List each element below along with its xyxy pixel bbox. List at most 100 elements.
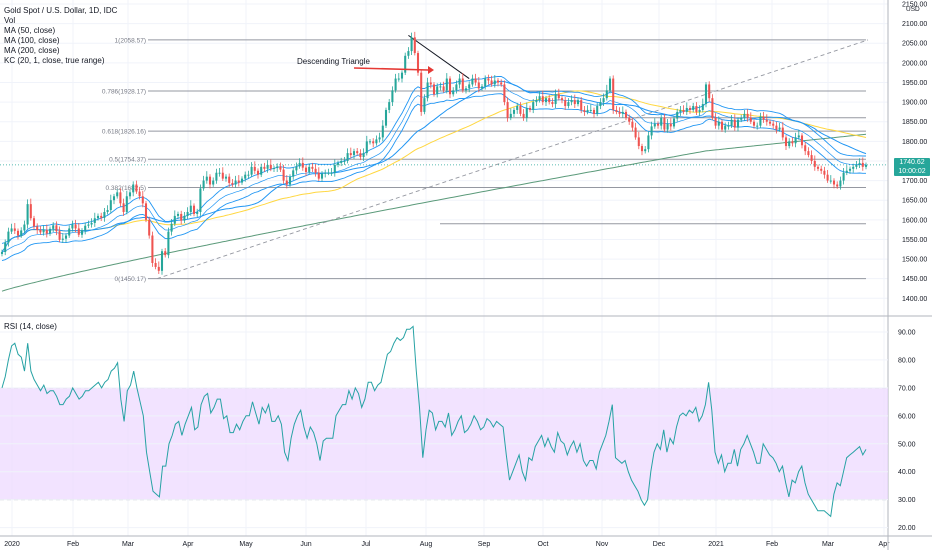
candle-body (586, 109, 589, 112)
candle-body (45, 230, 48, 234)
candle (237, 175, 240, 187)
candle-body (58, 231, 61, 240)
candle (503, 80, 506, 106)
candle-body (250, 166, 253, 175)
candle (205, 171, 208, 184)
candle (813, 155, 816, 171)
candle (375, 135, 378, 146)
candle (397, 73, 400, 82)
candle (468, 81, 471, 93)
candle-body (298, 162, 301, 167)
candle-body (0, 252, 4, 254)
candle-body (269, 164, 272, 169)
candle-body (36, 226, 39, 231)
candle (308, 163, 311, 175)
candle-body (167, 231, 170, 256)
candle (669, 118, 672, 131)
candle (0, 249, 4, 257)
candle-body (132, 184, 135, 193)
candle-body (141, 196, 144, 204)
candle (272, 165, 276, 172)
candle (311, 162, 314, 172)
candle (458, 73, 461, 89)
keltner-lower-band (1, 93, 866, 262)
candle-body (692, 106, 695, 110)
candle-body (861, 162, 864, 167)
symbol-title[interactable]: Gold Spot / U.S. Dollar, 1D, IDC (4, 6, 118, 15)
candle-body (698, 109, 701, 112)
candle (416, 50, 420, 76)
candle (196, 208, 199, 218)
candle (701, 98, 704, 113)
candle (301, 157, 304, 171)
candle-body (352, 151, 356, 156)
candle (320, 171, 324, 182)
candle-body (634, 127, 637, 138)
candle-body (231, 182, 234, 185)
candle (717, 116, 720, 130)
candle (628, 114, 631, 125)
candle (544, 95, 548, 107)
indicator-kc[interactable]: KC (20, 1, close, true range) (4, 56, 105, 65)
candle (250, 162, 253, 178)
candle (800, 133, 804, 149)
candle (682, 105, 685, 115)
indicator-ma200[interactable]: MA (200, close) (4, 46, 60, 55)
price-tick-label: 1800.00 (902, 139, 927, 146)
candle (640, 143, 644, 156)
indicator-vol[interactable]: Vol (4, 16, 16, 25)
candle (698, 105, 701, 116)
candle (644, 146, 647, 154)
candle (829, 175, 832, 184)
ma100-line (1, 90, 867, 253)
candle-body (372, 141, 375, 144)
candle-body (237, 180, 240, 183)
candle (314, 164, 317, 177)
candle-body (676, 111, 679, 119)
candle (653, 118, 656, 129)
indicator-ma100[interactable]: MA (100, close) (4, 36, 60, 45)
candle-body (276, 166, 279, 169)
candle (400, 70, 404, 83)
candle (516, 102, 519, 114)
candle-body (784, 137, 788, 147)
candle (144, 200, 148, 223)
rsi-title[interactable]: RSI (14, close) (4, 322, 57, 331)
indicator-ma50[interactable]: MA (50, close) (4, 26, 56, 35)
candle-body (804, 145, 807, 152)
candle-body (192, 205, 196, 214)
rsi-line (1, 325, 867, 518)
candle (480, 84, 484, 91)
candle (573, 94, 576, 108)
x-tick-label: Mar (122, 541, 135, 548)
candle-body (500, 82, 503, 85)
candle (535, 96, 538, 107)
candle (336, 160, 340, 168)
candle-body (285, 180, 288, 185)
candle (564, 97, 567, 110)
candle (340, 157, 343, 167)
candle (420, 69, 423, 116)
x-tick-label: 2020 (4, 541, 20, 548)
candle (842, 168, 845, 185)
candle-body (746, 113, 749, 118)
candle (695, 102, 698, 116)
price-tick-label: 1450.00 (902, 276, 927, 283)
candle-body (464, 88, 468, 91)
candle (794, 132, 797, 148)
candle-body (548, 98, 551, 103)
candle (116, 189, 119, 199)
candle (151, 231, 154, 267)
candle (276, 163, 279, 172)
candle-body (580, 100, 583, 110)
candle-body (516, 106, 519, 110)
annotation-label: Descending Triangle (297, 57, 370, 66)
candle (596, 102, 599, 117)
candle-body (791, 141, 794, 144)
candle (493, 75, 496, 88)
candle-body (404, 55, 407, 73)
candle (816, 164, 820, 172)
candle (122, 198, 125, 216)
candle (592, 107, 596, 118)
